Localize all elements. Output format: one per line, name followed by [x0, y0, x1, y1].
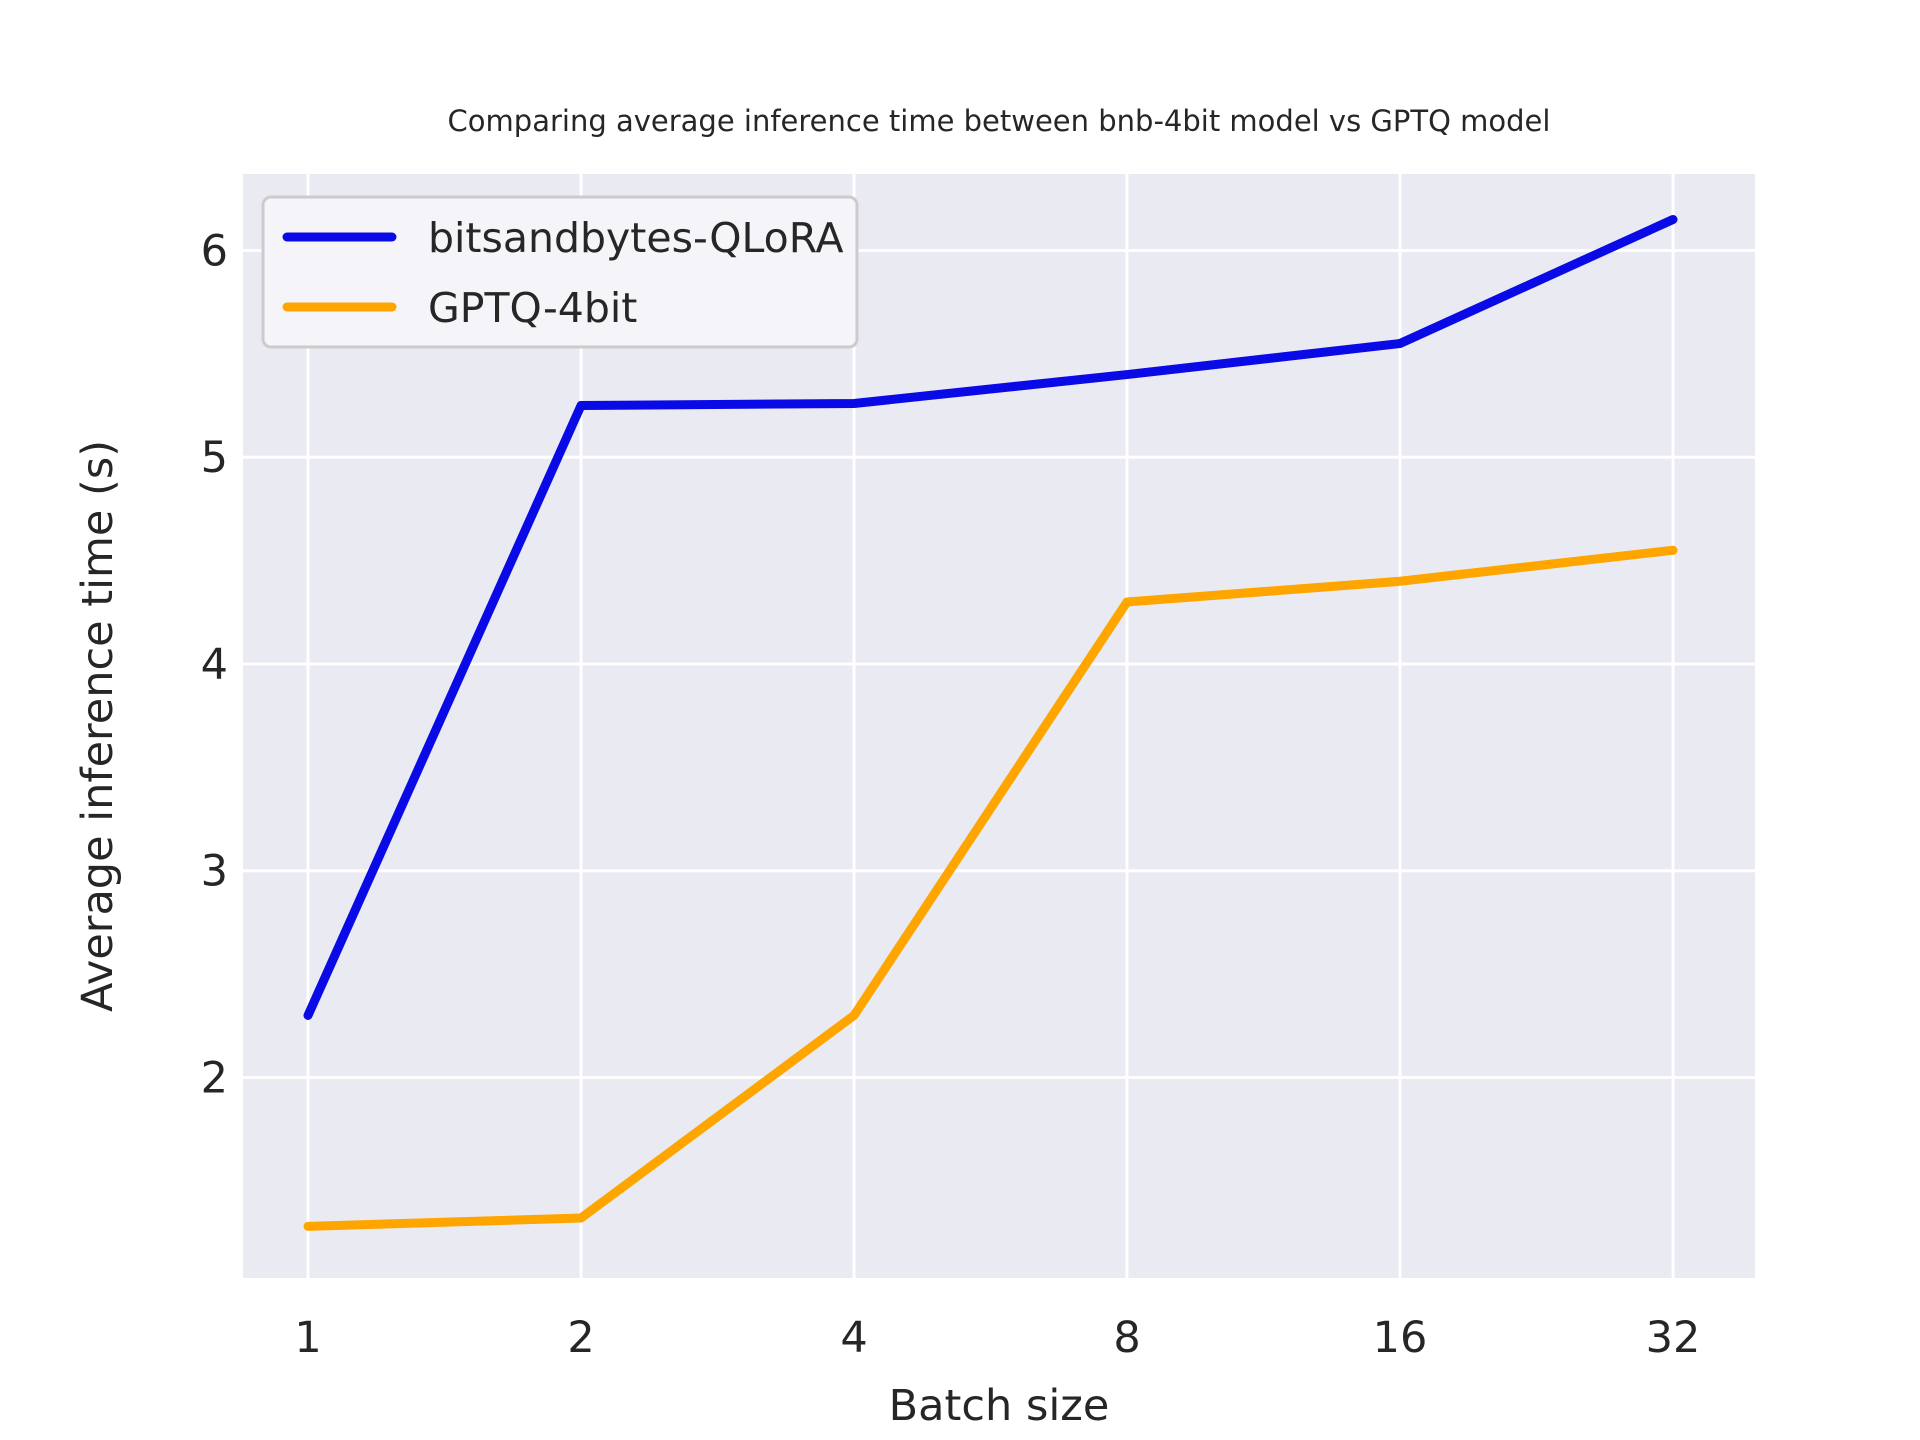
x-tick-labels: 1 2 4 8 16 32 — [294, 1313, 1700, 1363]
y-tick-label: 5 — [201, 433, 228, 483]
y-tick-label: 6 — [201, 226, 228, 276]
y-tick-label: 2 — [201, 1053, 228, 1103]
x-tick-label: 16 — [1373, 1313, 1428, 1363]
x-tick-label: 2 — [567, 1313, 594, 1363]
x-tick-label: 8 — [1113, 1313, 1140, 1363]
x-tick-label: 32 — [1646, 1313, 1701, 1363]
x-tick-label: 4 — [840, 1313, 867, 1363]
series-line-GPTQ-4bit — [303, 545, 1678, 1231]
plot-area — [243, 174, 1755, 1278]
axes-background — [243, 174, 1755, 1278]
legend-label: GPTQ-4bit — [428, 284, 637, 332]
x-tick-label: 1 — [294, 1313, 321, 1363]
legend-box — [261, 195, 859, 349]
legend: bitsandbytes-QLoRA GPTQ-4bit — [261, 195, 859, 349]
y-axis-label: Average inference time (s) — [73, 440, 123, 1012]
x-axis-label: Batch size — [889, 1381, 1110, 1431]
y-tick-label: 4 — [201, 640, 228, 690]
y-tick-label: 3 — [201, 847, 228, 897]
legend-label: bitsandbytes-QLoRA — [428, 214, 844, 262]
series-line-bitsandbytes-QLoRA — [303, 214, 1678, 1020]
y-tick-labels: 2 3 4 5 6 — [201, 226, 228, 1103]
chart-title: Comparing average inference time between… — [448, 104, 1551, 138]
